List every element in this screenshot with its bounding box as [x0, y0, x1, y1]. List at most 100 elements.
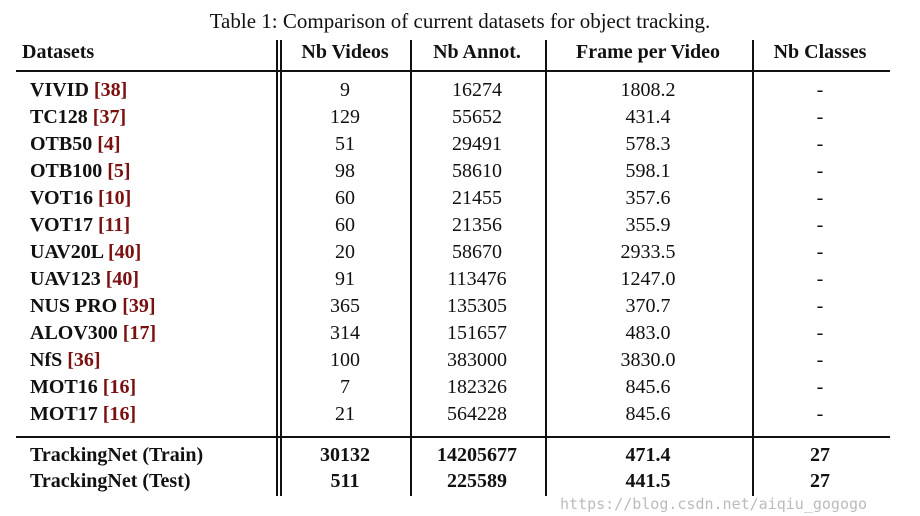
cell-videos: 314 — [330, 322, 360, 344]
column-header: Datasets — [22, 41, 95, 63]
column-header: Nb Videos — [301, 41, 389, 63]
cell-classes: - — [816, 322, 824, 344]
cell-fpv: 845.6 — [625, 376, 671, 398]
dataset-label: VOT17 — [30, 214, 93, 236]
dataset-label: ALOV300 — [30, 322, 118, 344]
cell-annot: 564228 — [447, 403, 507, 425]
cell-videos: 21 — [335, 403, 355, 425]
table-caption: Table 1: Comparison of current datasets … — [209, 9, 711, 33]
citation-link[interactable]: [11] — [97, 214, 131, 236]
cell-videos: 91 — [335, 268, 355, 290]
dataset-label: OTB50 — [30, 133, 93, 155]
cell-videos: 20 — [335, 241, 355, 263]
cell-videos: 60 — [335, 187, 355, 209]
cell-annot: 58610 — [452, 160, 502, 182]
cell-fpv: 3830.0 — [620, 349, 676, 371]
citation-link[interactable]: [5] — [107, 160, 131, 182]
cell-fpv: 1808.2 — [620, 79, 676, 101]
summary-rule — [16, 436, 890, 438]
dataset-name: VOT16 [10] — [30, 186, 131, 210]
cell-videos: 30132 — [320, 444, 370, 466]
column-divider — [545, 40, 547, 496]
cell-annot: 29491 — [452, 133, 502, 155]
cell-fpv: 471.4 — [625, 444, 671, 466]
cell-fpv: 845.6 — [625, 403, 671, 425]
dataset-label: TC128 — [30, 106, 88, 128]
cell-annot: 383000 — [447, 349, 507, 371]
cell-annot: 55652 — [452, 106, 502, 128]
cell-annot: 58670 — [452, 241, 502, 263]
cell-fpv: 578.3 — [625, 133, 671, 155]
cell-annot: 135305 — [447, 295, 507, 317]
cell-annot: 113476 — [447, 268, 507, 290]
dataset-name: TrackingNet (Test) — [30, 470, 191, 492]
cell-videos: 60 — [335, 214, 355, 236]
dataset-name: VIVID [38] — [30, 78, 127, 102]
cell-annot: 14205677 — [437, 444, 517, 466]
column-divider — [276, 40, 278, 496]
dataset-label: MOT17 — [30, 403, 98, 425]
cell-fpv: 2933.5 — [620, 241, 676, 263]
dataset-name: NUS PRO [39] — [30, 294, 156, 318]
cell-annot: 151657 — [447, 322, 507, 344]
cell-videos: 9 — [340, 79, 350, 101]
citation-link[interactable]: [38] — [93, 79, 128, 101]
cell-fpv: 1247.0 — [620, 268, 676, 290]
cell-annot: 16274 — [452, 79, 502, 101]
citation-link[interactable]: [36] — [67, 349, 101, 371]
watermark: https://blog.csdn.net/aiqiu_gogogo — [560, 495, 868, 513]
dataset-label: UAV20L — [30, 241, 103, 263]
cell-fpv: 370.7 — [625, 295, 671, 317]
column-header: Nb Annot. — [433, 41, 521, 63]
dataset-label: VOT16 — [30, 187, 93, 209]
dataset-name: UAV20L [40] — [30, 240, 141, 264]
cell-classes: 27 — [810, 470, 830, 492]
cell-annot: 21356 — [452, 214, 502, 236]
column-header: Frame per Video — [575, 41, 721, 63]
cell-classes: - — [816, 268, 824, 290]
citation-link[interactable]: [17] — [122, 322, 157, 344]
cell-classes: - — [816, 187, 824, 209]
cell-classes: - — [816, 241, 824, 263]
cell-classes: - — [816, 79, 824, 101]
dataset-name: TrackingNet (Train) — [30, 444, 204, 466]
cell-fpv: 441.5 — [625, 470, 671, 492]
citation-link[interactable]: [4] — [97, 133, 121, 155]
header-rule — [16, 70, 890, 72]
cell-classes: - — [816, 160, 824, 182]
citation-link[interactable]: [10] — [97, 187, 132, 209]
column-divider — [410, 40, 412, 496]
citation-link[interactable]: [40] — [108, 241, 142, 263]
cell-fpv: 357.6 — [625, 187, 671, 209]
dataset-label: UAV123 — [30, 268, 101, 290]
citation-link[interactable]: [40] — [105, 268, 140, 290]
cell-videos: 7 — [340, 376, 350, 398]
cell-classes: - — [816, 106, 824, 128]
citation-link[interactable]: [16] — [102, 376, 137, 398]
cell-videos: 365 — [330, 295, 360, 317]
dataset-name: NfS [36] — [30, 348, 101, 372]
cell-fpv: 598.1 — [625, 160, 671, 182]
cell-videos: 98 — [335, 160, 355, 182]
dataset-label: VIVID — [30, 79, 89, 101]
cell-videos: 511 — [330, 470, 360, 492]
dataset-name: UAV123 [40] — [30, 267, 139, 291]
dataset-name: TC128 [37] — [30, 105, 126, 129]
dataset-label: NfS — [30, 349, 63, 371]
cell-annot: 182326 — [447, 376, 507, 398]
cell-videos: 100 — [330, 349, 360, 371]
cell-classes: - — [816, 133, 824, 155]
citation-link[interactable]: [37] — [92, 106, 127, 128]
cell-classes: - — [816, 349, 824, 371]
column-header: Nb Classes — [773, 41, 867, 63]
citation-link[interactable]: [39] — [122, 295, 156, 317]
dataset-label: OTB100 — [30, 160, 103, 182]
citation-link[interactable]: [16] — [102, 403, 137, 425]
column-divider — [752, 40, 754, 496]
dataset-name: OTB50 [4] — [30, 132, 121, 156]
cell-classes: - — [816, 376, 824, 398]
cell-videos: 129 — [330, 106, 360, 128]
cell-videos: 51 — [335, 133, 355, 155]
cell-annot: 225589 — [447, 470, 507, 492]
